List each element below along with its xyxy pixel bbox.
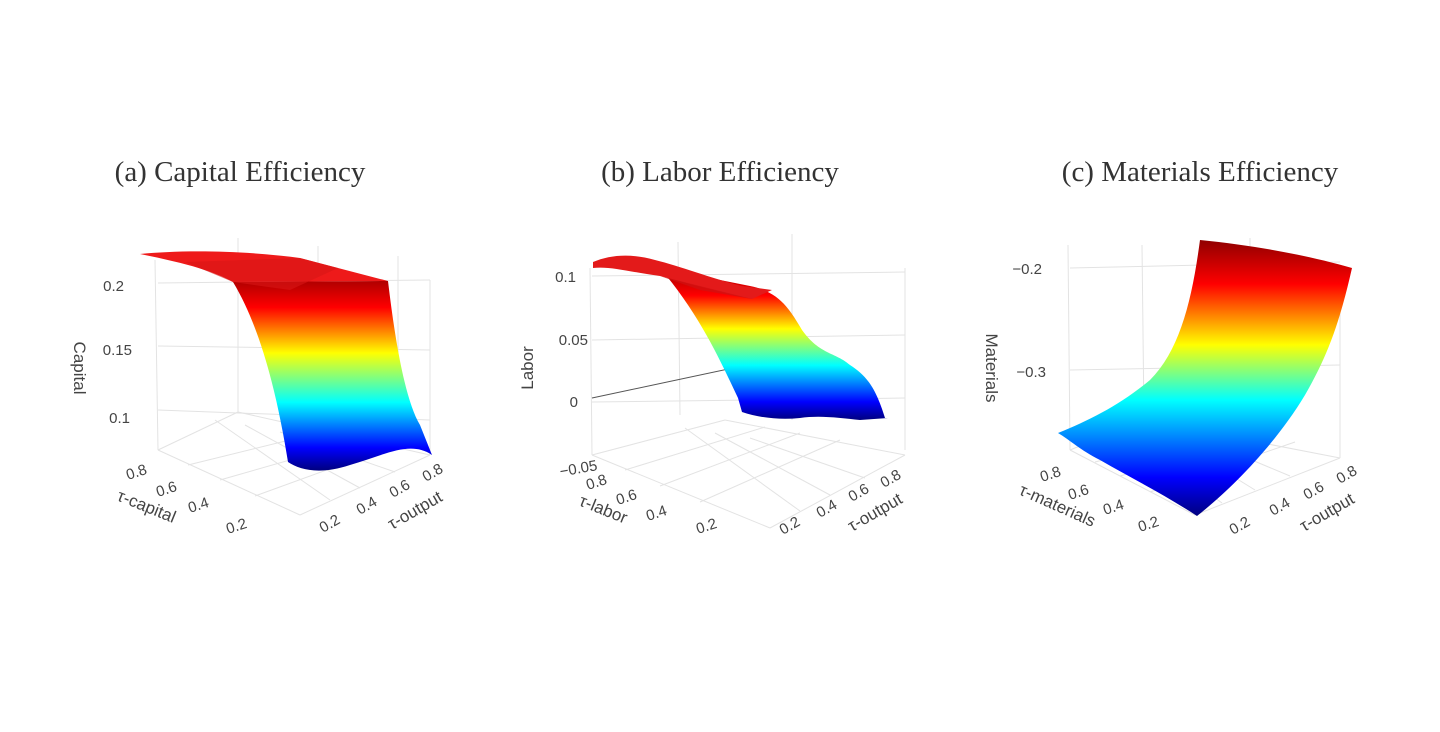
x-tick: 0.6 bbox=[154, 478, 179, 501]
z-axis-label: Capital bbox=[70, 342, 89, 395]
chart-title: (c) Materials Efficiency bbox=[1061, 156, 1339, 188]
x-tick: 0.2 bbox=[1136, 513, 1161, 536]
surface-plot-materials[interactable]: −0.2 −0.3 Materials 0.8 0.6 0.4 0.2 τ-ma… bbox=[960, 0, 1440, 732]
y-tick: 0.2 bbox=[317, 511, 344, 536]
surface-side bbox=[660, 268, 888, 420]
x-tick: 0.2 bbox=[694, 515, 719, 538]
x-tick: 0.4 bbox=[1101, 496, 1126, 519]
y-tick: 0.8 bbox=[1334, 462, 1361, 487]
z-tick: 0.1 bbox=[555, 269, 576, 286]
x-tick: 0.8 bbox=[124, 461, 149, 484]
y-tick: 0.2 bbox=[1227, 513, 1254, 538]
z-tick: −0.2 bbox=[1012, 261, 1042, 278]
y-tick: 0.4 bbox=[1267, 494, 1294, 519]
panel-labor: (b) Labor Efficiency bbox=[480, 0, 960, 732]
surface-plot-capital[interactable]: 0.2 0.15 0.1 Capital 0.8 0.6 0.4 0.2 τ-c… bbox=[0, 0, 480, 732]
y-tick: 0.4 bbox=[354, 493, 381, 518]
z-tick: 0.2 bbox=[103, 278, 124, 295]
x-tick: 0.4 bbox=[644, 502, 669, 525]
y-tick: 0.6 bbox=[846, 480, 873, 505]
z-tick: 0.05 bbox=[559, 332, 588, 349]
y-tick: 0.6 bbox=[387, 476, 414, 501]
x-tick: 0.8 bbox=[1038, 463, 1063, 486]
z-axis-label: Materials bbox=[982, 334, 1001, 403]
x-tick: 0.6 bbox=[1066, 481, 1091, 504]
y-tick: 0.8 bbox=[420, 460, 447, 485]
x-tick: 0.6 bbox=[614, 486, 639, 509]
z-axis-label: Labor bbox=[518, 346, 537, 390]
panel-capital: (a) Capital Efficiency bbox=[0, 0, 480, 732]
y-tick: 0.6 bbox=[1301, 478, 1328, 503]
z-tick: 0.1 bbox=[109, 410, 130, 427]
z-tick: −0.3 bbox=[1016, 364, 1046, 381]
panel-materials: (c) Materials Efficiency bbox=[960, 0, 1440, 732]
y-tick: 0.8 bbox=[878, 466, 905, 491]
x-tick: 0.8 bbox=[584, 471, 609, 494]
chart-title: (a) Capital Efficiency bbox=[114, 156, 366, 188]
surface-side bbox=[233, 281, 432, 471]
x-tick: 0.4 bbox=[186, 494, 211, 517]
surface-plot-labor[interactable]: 0.1 0.05 0 −0.05 Labor 0.8 0.6 0.4 0.2 τ… bbox=[480, 0, 960, 732]
surface-main bbox=[1058, 240, 1352, 516]
surface-shade bbox=[660, 276, 752, 299]
z-tick: 0.15 bbox=[103, 342, 132, 359]
z-tick: −0.05 bbox=[558, 457, 598, 480]
x-tick: 0.2 bbox=[224, 515, 249, 538]
z-tick: 0 bbox=[570, 394, 578, 411]
chart-title: (b) Labor Efficiency bbox=[601, 156, 839, 188]
surface-top bbox=[593, 255, 772, 299]
surface-shade bbox=[185, 258, 338, 290]
y-tick: 0.2 bbox=[777, 513, 804, 538]
y-tick: 0.4 bbox=[814, 496, 841, 521]
